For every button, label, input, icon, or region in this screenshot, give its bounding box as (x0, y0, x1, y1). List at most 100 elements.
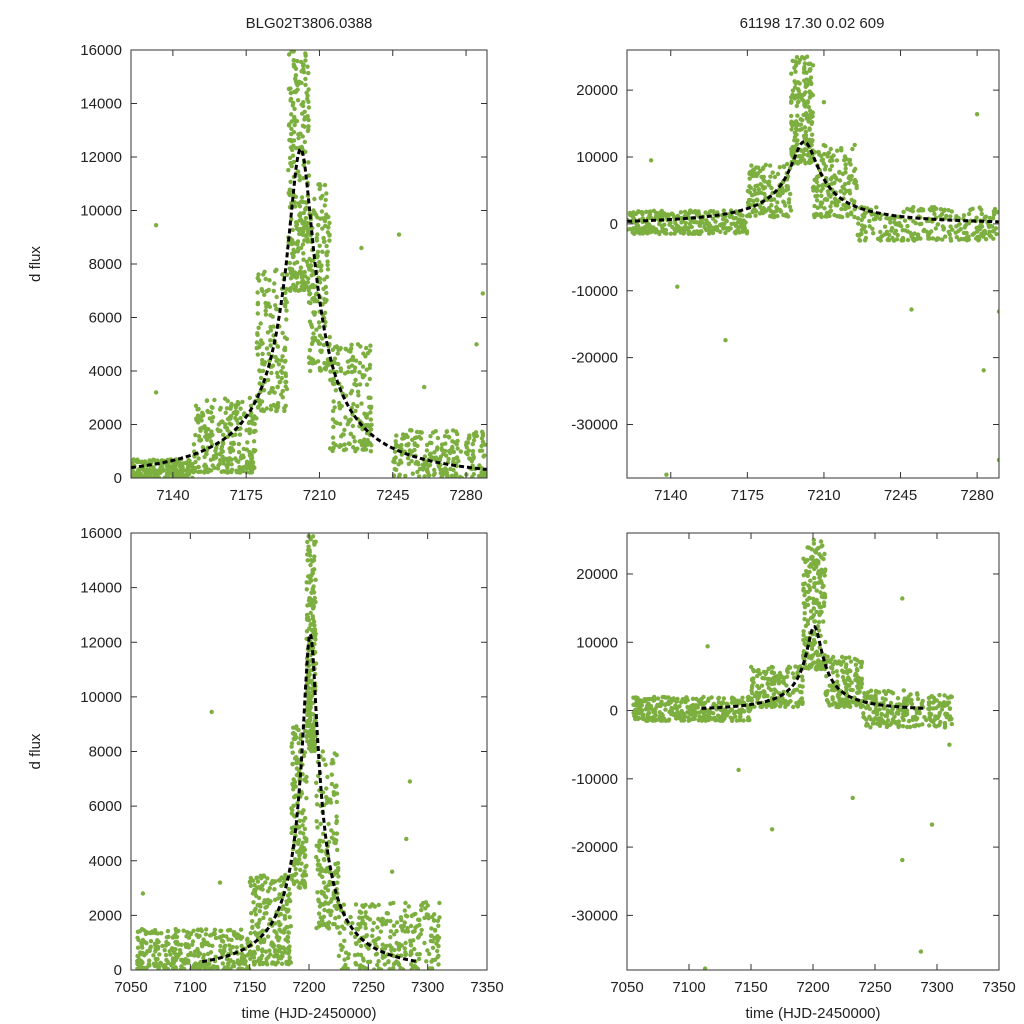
data-point (333, 388, 339, 393)
data-point (301, 228, 306, 233)
data-point (346, 441, 351, 446)
data-point (173, 952, 178, 957)
data-point (280, 388, 285, 394)
data-point (256, 272, 261, 277)
data-point (794, 93, 799, 98)
data-point (297, 818, 302, 823)
data-point (935, 236, 940, 241)
data-point (236, 450, 242, 455)
data-point (282, 877, 287, 882)
data-point (678, 230, 683, 235)
data-point (227, 421, 232, 426)
data-point (139, 459, 144, 464)
data-point (412, 442, 417, 447)
data-point (215, 966, 220, 970)
data-point (314, 925, 319, 931)
data-point (772, 174, 778, 180)
data-point (257, 368, 262, 373)
data-point (342, 957, 347, 962)
data-point (284, 308, 289, 313)
data-point (284, 901, 289, 907)
data-point (818, 590, 823, 595)
data-point (206, 409, 211, 415)
data-point (270, 314, 275, 319)
data-point (786, 197, 792, 202)
data-point (310, 268, 315, 273)
data-point (354, 941, 359, 947)
data-point (297, 853, 302, 858)
data-point (328, 360, 334, 366)
data-point (326, 821, 331, 827)
data-point (301, 251, 306, 256)
data-point (393, 439, 398, 444)
data-point (292, 261, 297, 266)
data-point (781, 164, 787, 170)
data-point (317, 333, 323, 338)
data-point (458, 449, 464, 454)
data-point (248, 931, 253, 936)
data-point (789, 99, 794, 104)
data-point (740, 229, 745, 234)
data-point (304, 220, 309, 226)
data-point (255, 352, 260, 357)
data-point (219, 950, 225, 955)
data-point (291, 58, 296, 63)
data-point (407, 448, 412, 453)
data-point (745, 188, 751, 194)
data-point (252, 930, 258, 935)
data-point (838, 662, 844, 667)
y-tick-label: 8000 (89, 744, 122, 761)
data-point (241, 468, 246, 474)
data-point (639, 210, 644, 215)
data-point (232, 930, 237, 935)
data-point (185, 475, 190, 478)
data-point (811, 188, 816, 193)
data-point (709, 695, 714, 700)
data-point (442, 434, 448, 439)
data-point (266, 351, 271, 356)
x-tick-label: 7280 (960, 487, 993, 504)
data-point (218, 458, 223, 463)
data-point (703, 713, 709, 718)
data-point (319, 209, 325, 214)
data-point (406, 461, 411, 467)
data-point (255, 331, 260, 336)
data-point (279, 358, 284, 363)
data-point (265, 330, 271, 335)
data-point (303, 51, 308, 56)
data-point (802, 65, 807, 70)
data-point (453, 474, 458, 478)
data-point (394, 920, 400, 925)
data-point (472, 433, 477, 438)
data-point (733, 700, 738, 705)
data-point (833, 203, 838, 208)
data-point (324, 290, 329, 296)
data-point (781, 200, 787, 205)
data-point (693, 209, 698, 214)
data-point (867, 218, 872, 224)
data-point (773, 702, 779, 707)
data-point (337, 406, 343, 411)
data-point (292, 736, 298, 742)
data-point (283, 872, 288, 878)
data-point (302, 869, 307, 874)
data-point (295, 281, 300, 286)
data-point (761, 689, 766, 694)
data-point (667, 709, 672, 715)
data-point (354, 926, 359, 932)
data-point (303, 215, 309, 221)
data-point (176, 460, 181, 465)
data-point (814, 188, 819, 194)
data-point (805, 113, 810, 118)
data-point (253, 959, 258, 964)
data-point (401, 436, 407, 441)
outlier-point (217, 880, 223, 885)
data-point (277, 922, 282, 928)
data-point (135, 935, 140, 940)
data-point (245, 461, 250, 466)
data-point (843, 664, 849, 670)
data-point (277, 878, 283, 883)
data-point (333, 784, 339, 789)
data-point (419, 903, 424, 908)
data-point (857, 237, 862, 243)
